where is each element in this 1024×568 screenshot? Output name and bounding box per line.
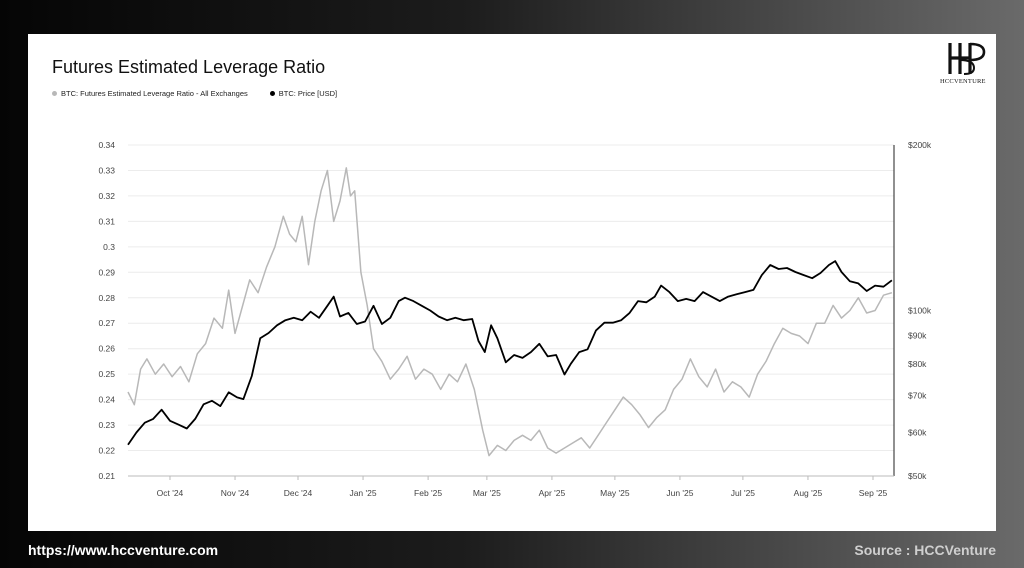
y-left-tick-label: 0.26: [98, 344, 115, 354]
legend-dot-price: [269, 91, 275, 96]
y-left-tick-label: 0.29: [98, 267, 115, 277]
x-tick-label: Jun '25: [666, 488, 693, 498]
legend-item-price[interactable]: BTC: Price [USD]: [269, 89, 338, 98]
footer-url-link[interactable]: https://www.hccventure.com: [28, 542, 219, 558]
y-right-tick-label: $100k: [908, 306, 932, 316]
y-left-tick-label: 0.21: [98, 471, 115, 481]
x-tick-label: Apr '25: [539, 488, 566, 498]
x-tick-label: Jan '25: [349, 488, 376, 498]
y-right-tick-label: $80k: [908, 359, 927, 369]
x-axis: Oct '24 Nov '24 Dec '24 Jan '25 Feb '25 Mar '…: [128, 475, 894, 498]
y-right-tick-label: $90k: [908, 331, 927, 341]
y-left-tick-label: 0.3: [103, 242, 115, 252]
x-tick-label: Aug '25: [794, 488, 823, 498]
series-line-btc-price: [127, 260, 893, 446]
y-right-tick-label: $50k: [908, 471, 927, 481]
x-tick-label: Mar '25: [473, 488, 501, 498]
footer-source: Source : HCCVenture: [854, 542, 996, 558]
legend-label-leverage: BTC: Futures Estimated Leverage Ratio - …: [61, 89, 248, 98]
series-line-leverage-ratio: [127, 167, 893, 457]
legend-label-price: BTC: Price [USD]: [278, 89, 338, 98]
y-left-tick-label: 0.34: [98, 140, 115, 150]
legend: BTC: Futures Estimated Leverage Ratio - …: [52, 89, 337, 98]
chart-card: Futures Estimated Leverage Ratio BTC: Fu…: [28, 34, 996, 531]
y-right-tick-label: $200k: [908, 140, 932, 150]
y-axis-left: 0.34 0.33 0.32 0.31 0.3 0.29 0.28 0.27 0.26 0.25 0…: [98, 140, 115, 481]
x-tick-label: Sep '25: [859, 488, 888, 498]
x-tick-label: May '25: [600, 488, 630, 498]
legend-dot-leverage: [52, 91, 57, 96]
chart-svg: 0.34 0.33 0.32 0.31 0.3 0.29 0.28 0.27 0.26 0.25 0…: [98, 140, 932, 498]
grid: [128, 144, 894, 477]
x-tick-label: Feb '25: [414, 488, 442, 498]
chart-title: Futures Estimated Leverage Ratio: [52, 57, 326, 77]
y-axis-right: $200k $100k $90k $80k $70k $60k $50k: [893, 140, 932, 481]
y-left-tick-label: 0.25: [98, 369, 115, 379]
hcc-logo: HCCVENTURE: [938, 40, 994, 90]
y-left-tick-label: 0.24: [98, 395, 115, 405]
y-left-tick-label: 0.31: [98, 216, 115, 226]
x-tick-label: Jul '25: [731, 488, 756, 498]
y-right-tick-label: $60k: [908, 427, 927, 437]
y-left-tick-label: 0.27: [98, 318, 115, 328]
hcc-monogram-icon: [948, 42, 986, 75]
y-left-tick-label: 0.28: [98, 293, 115, 303]
x-tick-label: Dec '24: [284, 488, 313, 498]
y-left-tick-label: 0.22: [98, 446, 115, 456]
series-group: [127, 167, 893, 457]
x-tick-label: Nov '24: [221, 488, 250, 498]
legend-item-leverage[interactable]: BTC: Futures Estimated Leverage Ratio - …: [52, 89, 248, 98]
logo-brand-text: HCCVENTURE: [940, 78, 986, 85]
y-left-tick-label: 0.32: [98, 191, 115, 201]
x-tick-label: Oct '24: [157, 488, 184, 498]
y-right-tick-label: $70k: [908, 391, 927, 401]
y-left-tick-label: 0.33: [98, 165, 115, 175]
y-left-tick-label: 0.23: [98, 420, 115, 430]
